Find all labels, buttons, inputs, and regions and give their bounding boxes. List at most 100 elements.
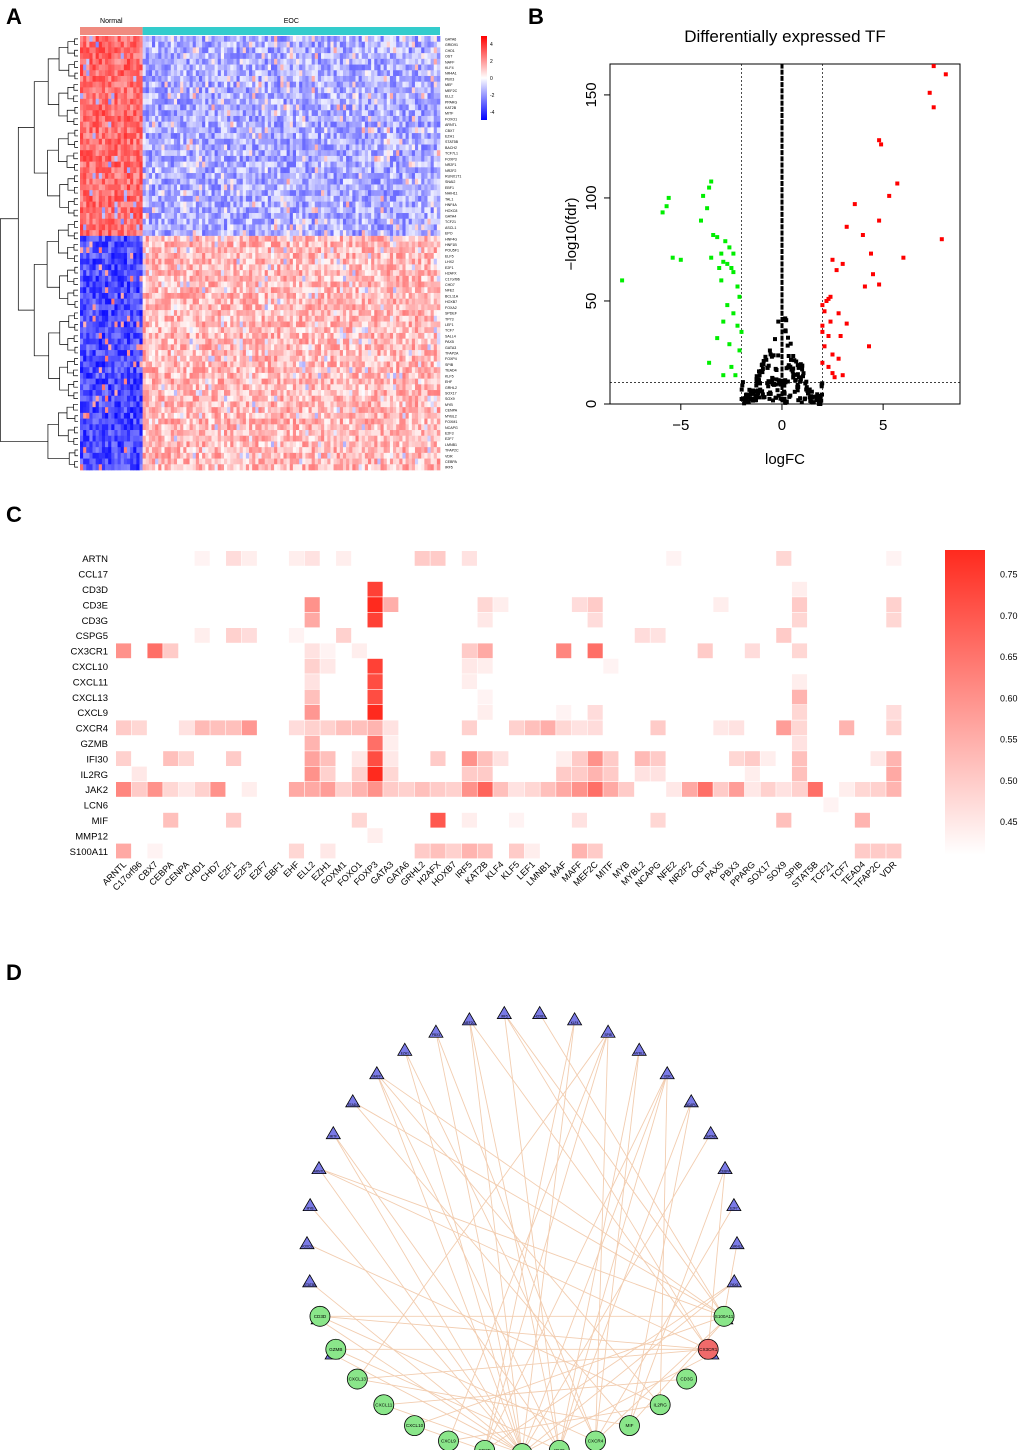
heatmap-cell	[389, 218, 394, 225]
heatmap-cell	[296, 235, 300, 242]
heatmap-cell	[167, 110, 172, 117]
heatmap-cell	[152, 247, 156, 254]
heatmap-cell	[230, 110, 234, 117]
heatmap-cell	[252, 144, 256, 151]
heatmap-cell	[242, 81, 247, 88]
heatmap-cell	[139, 161, 143, 168]
heatmap-cell	[139, 41, 143, 48]
heatmap-cell	[161, 264, 165, 271]
heatmap-cell	[424, 115, 428, 123]
heatmap-cell	[120, 138, 125, 145]
heatmap-cell	[173, 115, 178, 123]
heatmap-cell	[239, 53, 244, 60]
heatmap-cell	[289, 150, 294, 157]
heatmap-cell	[101, 235, 106, 242]
heatmap-cell	[148, 275, 153, 282]
heatmap-cell	[321, 207, 325, 214]
heatmap-cell	[346, 213, 350, 220]
heatmap-cell	[217, 235, 222, 242]
heatmap-cell	[358, 47, 363, 54]
heatmap-cell	[380, 98, 384, 105]
heatmap-cell	[405, 155, 410, 162]
heatmap-cell	[424, 213, 428, 220]
heatmap-cell	[414, 87, 419, 94]
heatmap-cell	[152, 64, 156, 71]
heatmap-cell	[192, 235, 197, 242]
heatmap-cell	[305, 213, 309, 220]
heatmap-cell	[189, 110, 194, 117]
heatmap-cell	[236, 167, 240, 174]
heatmap-cell	[252, 138, 256, 145]
heatmap-cell	[336, 98, 341, 105]
heatmap-cell	[352, 224, 356, 231]
heatmap-cell	[352, 144, 356, 151]
heatmap-cell	[80, 93, 84, 100]
heatmap-cell	[220, 75, 225, 83]
heatmap-cell	[349, 161, 353, 168]
heatmap-cell	[368, 178, 372, 185]
heatmap-cell	[189, 173, 194, 180]
heatmap-cell	[180, 207, 184, 214]
heatmap-cell	[296, 275, 300, 282]
heatmap-cell	[164, 167, 168, 174]
heatmap-cell	[302, 121, 306, 128]
heatmap-cell	[380, 110, 384, 117]
heatmap-cell	[302, 195, 306, 202]
heatmap-cell	[283, 224, 287, 231]
heatmap-cell	[158, 104, 162, 111]
heatmap-cell	[346, 161, 350, 168]
heatmap-cell	[361, 127, 366, 134]
heatmap-cell	[368, 70, 372, 77]
heatmap-cell	[389, 58, 394, 65]
heatmap-cell	[133, 218, 137, 225]
heatmap-cell	[158, 133, 162, 140]
heatmap-cell	[126, 224, 131, 231]
heatmap-cell	[114, 144, 118, 151]
heatmap-cell	[339, 213, 344, 220]
heatmap-cell	[296, 58, 300, 65]
heatmap-cell	[249, 247, 253, 254]
heatmap-cell	[255, 270, 259, 277]
heatmap-cell	[349, 87, 353, 94]
heatmap-cell	[173, 127, 178, 134]
heatmap-cell	[105, 230, 109, 237]
heatmap-cell	[139, 47, 143, 54]
heatmap-cell	[324, 178, 328, 185]
heatmap-cell	[208, 247, 212, 254]
heatmap-cell	[114, 173, 118, 180]
heatmap-cell	[205, 36, 209, 43]
heatmap-cell	[418, 201, 422, 208]
heatmap-cell	[346, 115, 350, 123]
heatmap-cell	[258, 264, 262, 271]
heatmap-cell	[380, 264, 384, 271]
heatmap-cell	[342, 161, 347, 168]
heatmap-cell	[105, 121, 109, 128]
heatmap-cell	[368, 173, 372, 180]
heatmap-cell	[411, 155, 416, 162]
heatmap-cell	[368, 195, 372, 202]
heatmap-cell	[139, 167, 143, 174]
heatmap-cell	[255, 241, 259, 248]
heatmap-cell	[324, 81, 328, 88]
heatmap-cell	[330, 275, 334, 282]
heatmap-cell	[292, 53, 297, 60]
heatmap-cell	[242, 127, 247, 134]
heatmap-cell	[283, 173, 287, 180]
heatmap-cell	[224, 275, 228, 282]
heatmap-cell	[192, 53, 197, 60]
heatmap-cell	[277, 270, 281, 277]
heatmap-cell	[208, 270, 212, 277]
heatmap-cell	[411, 224, 416, 231]
heatmap-cell	[114, 235, 118, 242]
heatmap-cell	[339, 201, 344, 208]
heatmap-cell	[255, 110, 259, 117]
heatmap-cell	[267, 133, 272, 140]
heatmap-cell	[261, 218, 266, 225]
heatmap-cell	[283, 230, 287, 237]
heatmap-cell	[330, 241, 334, 248]
heatmap-cell	[214, 36, 219, 43]
heatmap-cell	[86, 213, 90, 220]
heatmap-cell	[355, 218, 359, 225]
heatmap-cell	[258, 58, 262, 65]
heatmap-cell	[161, 218, 165, 225]
